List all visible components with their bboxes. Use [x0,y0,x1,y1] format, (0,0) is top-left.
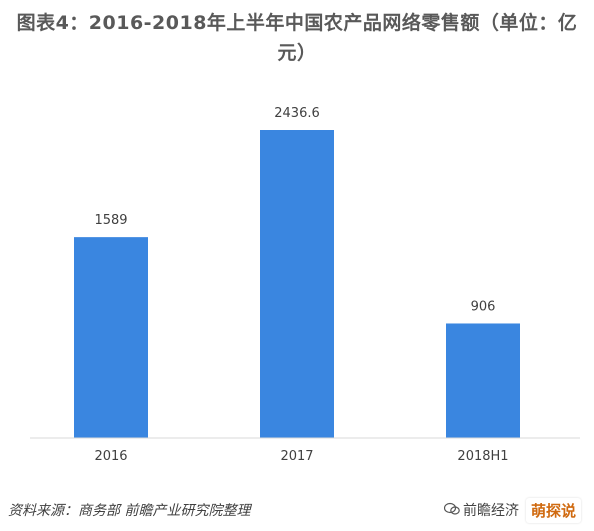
bar-2018H1 [446,323,520,438]
source-note: 资料来源：商务部 前瞻产业研究院整理 [8,503,251,519]
value-label-2016: 1589 [94,213,127,228]
wechat-icon [444,502,460,515]
category-label-2016: 2016 [94,449,127,464]
category-label-2018H1: 2018H1 [457,449,508,464]
chart-title: 图表4：2016-2018年上半年中国农产品网络零售额（单位：亿元） [16,12,578,64]
bars-layer [74,130,520,438]
corner-stamp: 萌探说 [526,498,582,523]
value-label-2018H1: 906 [471,299,496,314]
bar-2017 [260,130,334,438]
watermark-text: 前瞻经济 [463,503,519,519]
labels-layer: 1589 2016 2436.6 2017 906 2018H1 [94,106,508,464]
bar-2016 [74,237,148,438]
value-label-2017: 2436.6 [274,106,320,121]
category-label-2017: 2017 [280,449,313,464]
